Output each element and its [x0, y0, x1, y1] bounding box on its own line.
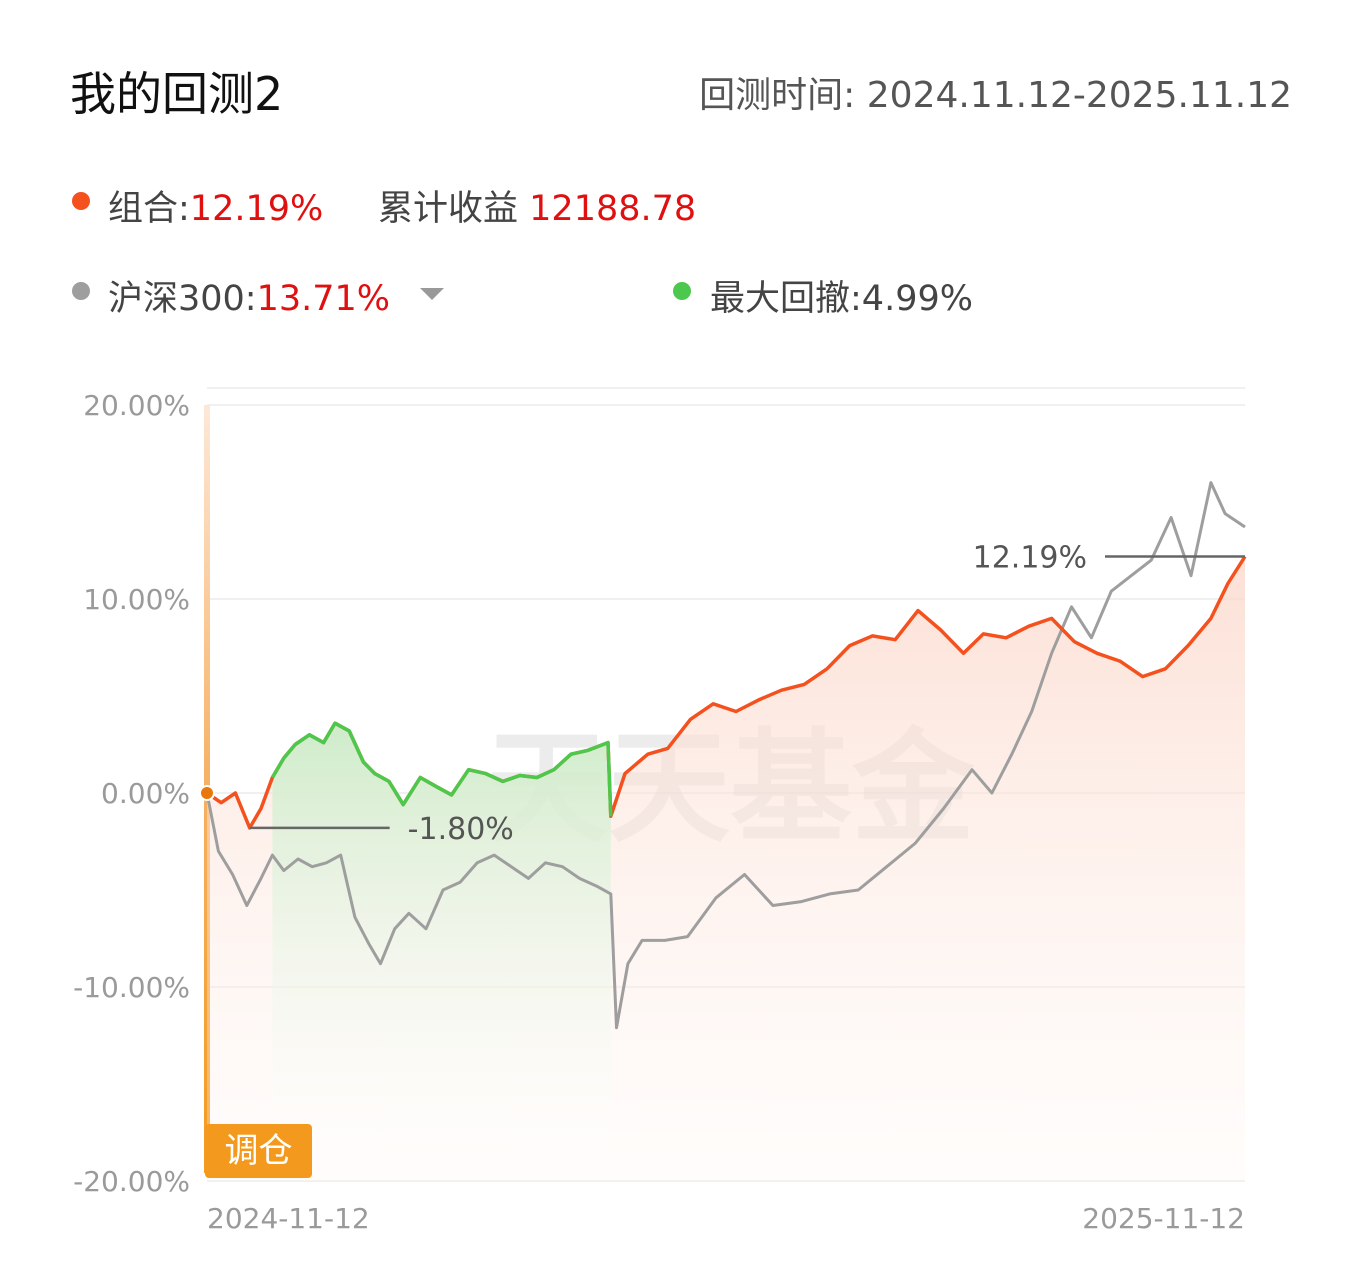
benchmark-label: 沪深300: [108, 279, 257, 319]
y-tick-label: 0.00% [101, 777, 190, 810]
y-tick-label: -10.00% [73, 971, 190, 1004]
benchmark-return-value: 13.71% [256, 279, 391, 319]
caret-down-icon[interactable] [420, 288, 444, 300]
y-tick-label: 10.00% [83, 583, 190, 616]
min-value-label: -1.80% [408, 812, 514, 847]
start-point [199, 785, 215, 801]
backtest-period: 回测时间: 2024.11.12-2025.11.12 [699, 66, 1292, 118]
drawdown-value: 4.99% [861, 279, 973, 319]
x-tick-label: 2025-11-12 [1082, 1202, 1245, 1235]
benchmark-legend-dot [72, 282, 90, 300]
drawdown-legend-dot [673, 282, 691, 300]
x-tick-label: 2024-11-12 [207, 1202, 370, 1235]
portfolio-return-value: 12.19% [189, 189, 324, 229]
max-drawdown-legend: 最大回撤:4.99% [710, 270, 973, 321]
drawdown-label: 最大回撤: [710, 279, 862, 319]
drawdown-line [270, 721, 613, 817]
cumulative-return: 累计收益 12188.78 [378, 180, 696, 231]
y-tick-label: 20.00% [83, 389, 190, 422]
portfolio-label: 组合: [108, 189, 190, 229]
rebalance-marker[interactable]: 调仓 [205, 1124, 312, 1178]
cumulative-value: 12188.78 [529, 189, 697, 229]
page-title: 我的回测2 [70, 67, 284, 121]
drawdown-area-fill [272, 723, 611, 1143]
y-tick-label: -20.00% [73, 1165, 190, 1198]
benchmark-line [205, 481, 1246, 1030]
portfolio-legend-dot [72, 192, 90, 210]
period-label: 回测时间: [699, 75, 856, 116]
period-value: 2024.11.12-2025.11.12 [866, 75, 1292, 116]
end-value-label: 12.19% [973, 541, 1087, 576]
cumulative-label: 累计收益 [378, 189, 519, 229]
portfolio-legend: 组合:12.19% [108, 180, 323, 231]
benchmark-legend[interactable]: 沪深300:13.71% [108, 270, 390, 321]
